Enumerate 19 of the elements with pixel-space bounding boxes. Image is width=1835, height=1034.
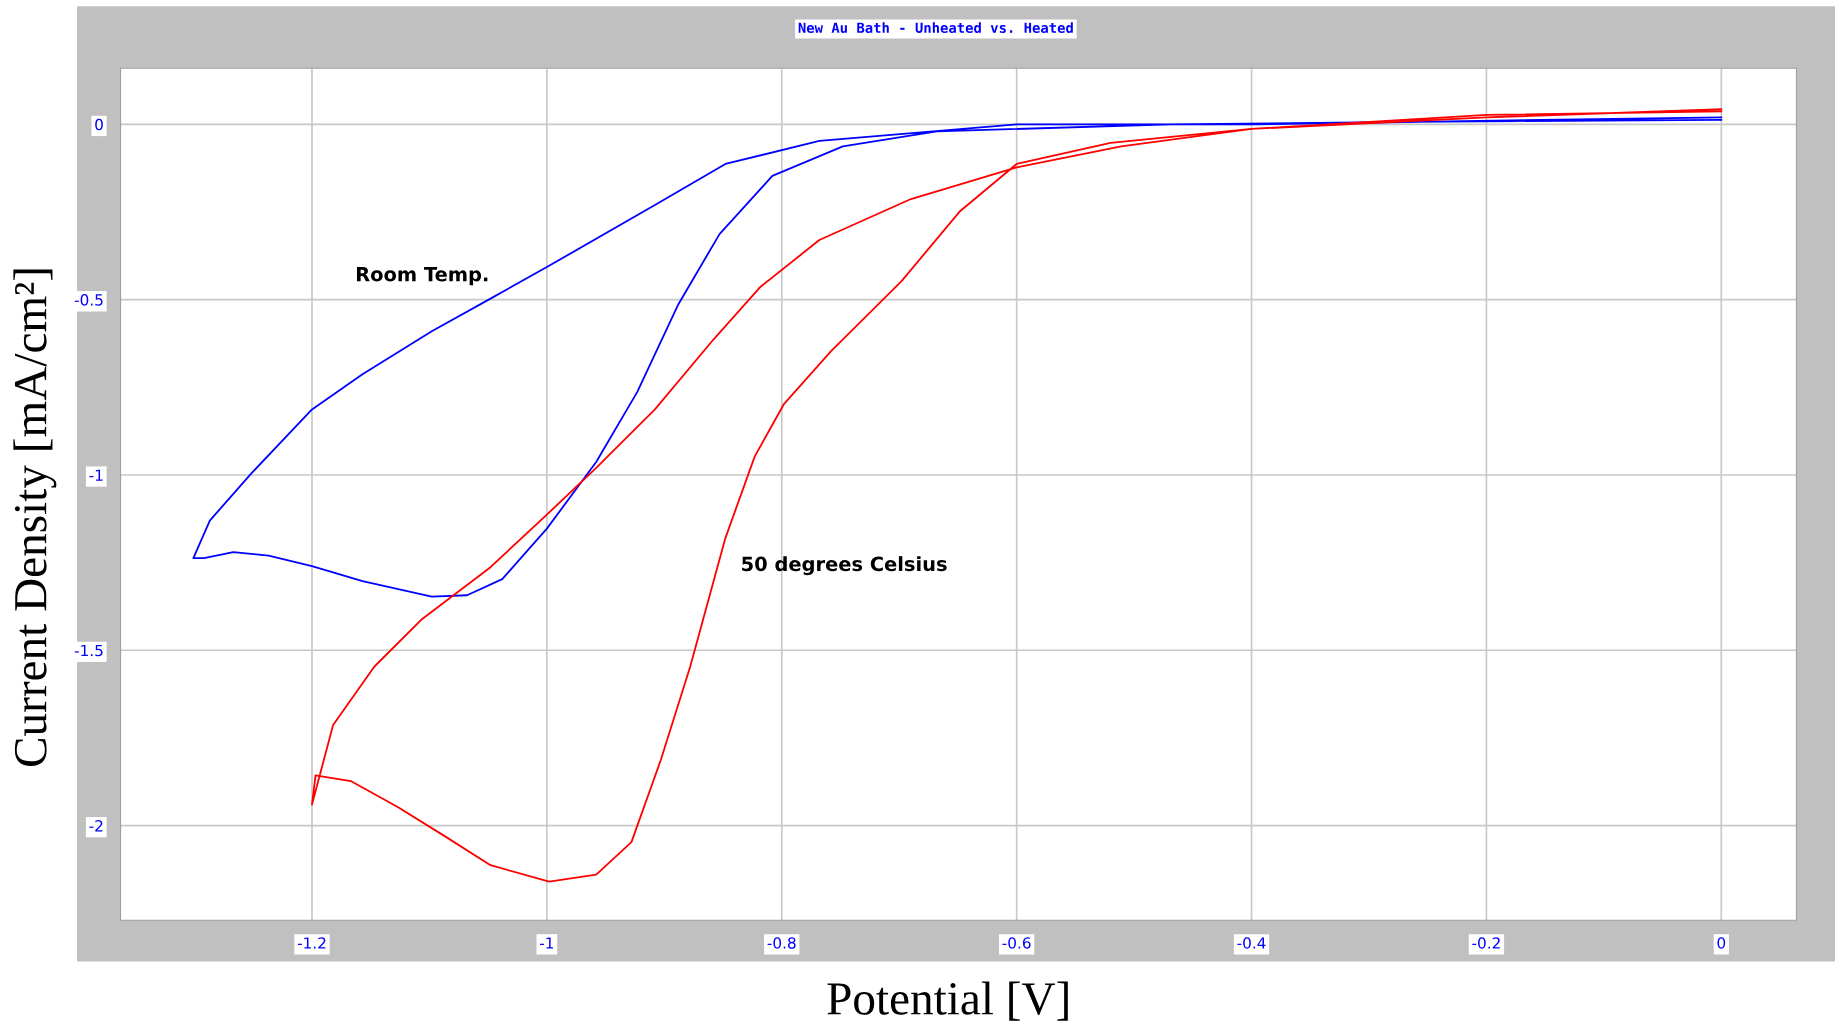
line-series <box>311 108 1723 883</box>
x-tick-label: 0 <box>1717 937 1726 949</box>
x-tick-label: -0.4 <box>1237 937 1266 949</box>
series-label: Room Temp. <box>356 267 488 286</box>
y-tick-label: -1 <box>89 469 103 481</box>
y-tick-label: 0 <box>95 118 103 131</box>
line-series <box>192 116 1723 598</box>
x-tick-label: -1 <box>540 937 554 949</box>
series-label: 50 degrees Celsius <box>742 556 947 576</box>
x-tick-label: -0.6 <box>1002 937 1031 949</box>
x-tick-label: -0.2 <box>1472 937 1500 949</box>
x-tick-label: -1.2 <box>297 937 326 949</box>
y-tick-label: -2 <box>89 820 103 832</box>
chart-title: New Au Bath - Unheated vs. Heated <box>798 22 1073 33</box>
x-axis-title: Potential [V] <box>827 981 1068 1021</box>
x-tick-label: -0.8 <box>767 937 796 949</box>
y-axis-title: Current Density [mA/cm²] <box>13 269 57 767</box>
y-tick-label: -0.5 <box>74 294 103 306</box>
y-tick-label: -1.5 <box>74 644 103 657</box>
